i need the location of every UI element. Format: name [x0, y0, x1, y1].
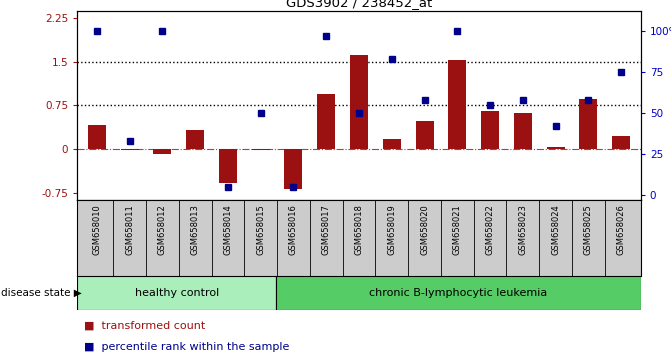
Bar — [88, 125, 106, 149]
Text: GSM658023: GSM658023 — [518, 204, 527, 255]
Text: GSM658012: GSM658012 — [158, 204, 167, 255]
Bar — [448, 61, 466, 149]
Text: GSM658019: GSM658019 — [387, 204, 397, 255]
Bar — [276, 276, 641, 310]
Bar — [350, 55, 368, 149]
Bar — [121, 149, 139, 150]
Bar — [382, 138, 401, 149]
Bar — [285, 149, 303, 189]
Bar — [317, 94, 336, 149]
Text: GSM658017: GSM658017 — [321, 204, 331, 255]
Bar — [219, 149, 237, 183]
Bar — [252, 149, 270, 150]
Text: GSM658011: GSM658011 — [125, 204, 134, 255]
Bar — [415, 121, 433, 149]
Text: GSM658025: GSM658025 — [584, 204, 593, 255]
Text: GSM658018: GSM658018 — [354, 204, 364, 255]
Text: GSM658024: GSM658024 — [551, 204, 560, 255]
Bar — [514, 113, 532, 149]
Text: GSM658013: GSM658013 — [191, 204, 200, 255]
Bar — [481, 111, 499, 149]
Text: ■  transformed count: ■ transformed count — [84, 321, 205, 331]
Text: GSM658010: GSM658010 — [93, 204, 101, 255]
Bar — [579, 99, 597, 149]
Text: GSM658020: GSM658020 — [420, 204, 429, 255]
Bar — [154, 149, 171, 154]
Title: GDS3902 / 238452_at: GDS3902 / 238452_at — [286, 0, 432, 10]
Text: GSM658016: GSM658016 — [289, 204, 298, 255]
Text: GSM658014: GSM658014 — [223, 204, 232, 255]
Text: ■  percentile rank within the sample: ■ percentile rank within the sample — [84, 342, 289, 352]
Bar — [547, 147, 564, 149]
Bar — [77, 276, 276, 310]
Text: GSM658021: GSM658021 — [453, 204, 462, 255]
Text: GSM658026: GSM658026 — [617, 204, 625, 255]
Bar — [186, 130, 204, 149]
Text: GSM658022: GSM658022 — [486, 204, 495, 255]
Text: chronic B-lymphocytic leukemia: chronic B-lymphocytic leukemia — [369, 288, 548, 298]
Bar — [612, 136, 630, 149]
Text: disease state ▶: disease state ▶ — [1, 288, 82, 298]
Text: healthy control: healthy control — [134, 288, 219, 298]
Text: GSM658015: GSM658015 — [256, 204, 265, 255]
